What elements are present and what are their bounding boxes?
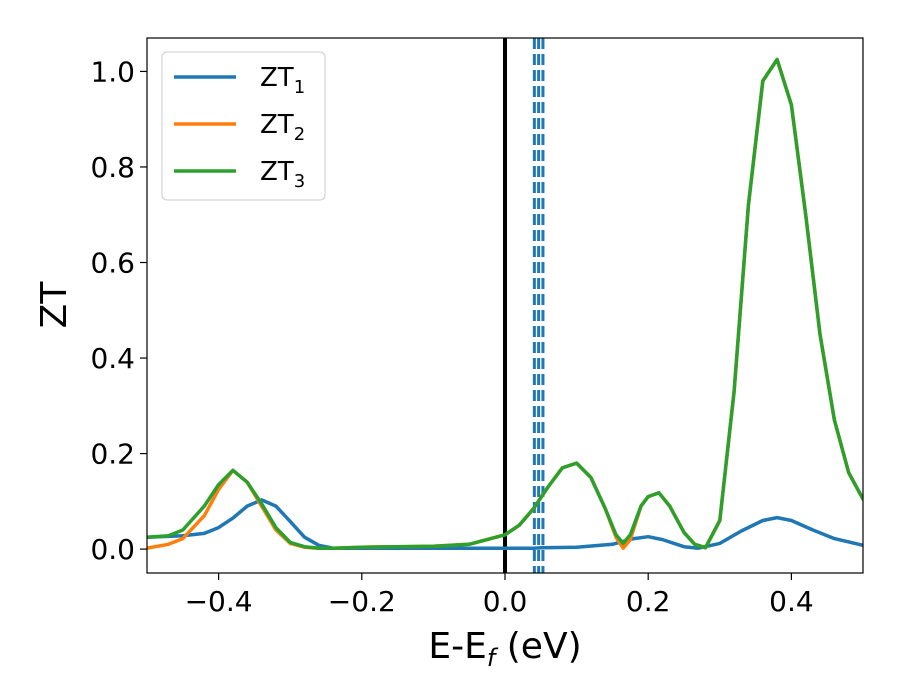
- x-tick-label: −0.2: [328, 585, 396, 618]
- x-axis-ticks: −0.4 −0.2 0.0 0.2 0.4: [185, 573, 814, 618]
- legend: ZT1 ZT2 ZT3: [161, 51, 326, 201]
- legend-box: [161, 51, 326, 201]
- series-line-3: [147, 57, 863, 550]
- x-tick-label: 0.0: [483, 585, 528, 618]
- y-tick-label: 0.4: [90, 342, 135, 375]
- y-tick-label: 0.2: [90, 438, 135, 471]
- x-axis-label: E-Ef (eV): [428, 626, 581, 672]
- y-axis-label: ZT: [34, 281, 75, 329]
- x-tick-label: −0.4: [185, 585, 253, 618]
- x-tick-label: 0.4: [769, 585, 814, 618]
- legend-label-2: ZT2: [260, 110, 305, 145]
- series-lines: [147, 57, 863, 550]
- y-tick-label: 0.0: [90, 533, 135, 566]
- y-tick-label: 1.0: [90, 55, 135, 88]
- legend-label-1: ZT1: [260, 63, 305, 98]
- x-tick-label: 0.2: [626, 585, 671, 618]
- y-tick-label: 0.8: [90, 151, 135, 184]
- vertical-reference-lines: [503, 38, 545, 573]
- x-axis-label-unit: (eV): [495, 626, 581, 667]
- y-tick-label: 0.6: [90, 247, 135, 280]
- legend-label-3: ZT3: [260, 157, 305, 192]
- series-line-1: [147, 498, 863, 550]
- y-axis-ticks: 0.0 0.2 0.4 0.6 0.8 1.0: [90, 55, 147, 566]
